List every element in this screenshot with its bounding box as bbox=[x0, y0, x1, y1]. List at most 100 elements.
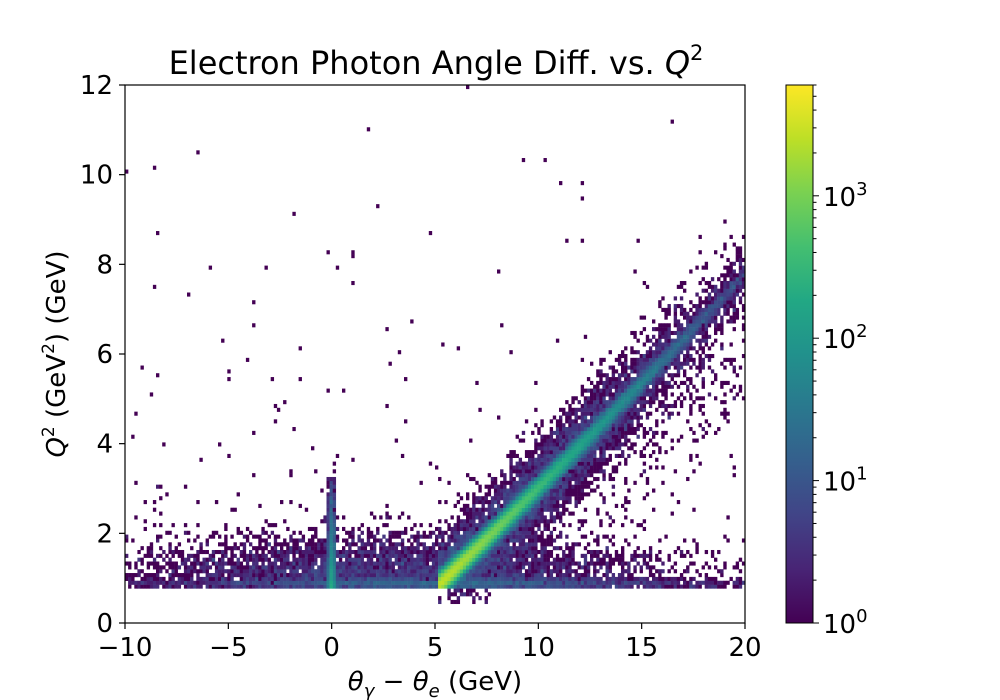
heatmap-cell bbox=[462, 561, 467, 566]
heatmap-cell bbox=[710, 307, 715, 312]
heatmap-cell bbox=[673, 346, 678, 351]
heatmap-cell bbox=[707, 307, 712, 312]
heatmap-cell bbox=[484, 546, 488, 551]
heatmap-cell bbox=[723, 380, 727, 385]
heatmap-cell bbox=[624, 434, 628, 439]
heatmap-cell bbox=[695, 327, 699, 332]
heatmap-cell bbox=[245, 561, 250, 566]
heatmap-cell bbox=[224, 561, 228, 566]
heatmap-cell bbox=[549, 580, 554, 585]
heatmap-cell bbox=[630, 400, 634, 405]
heatmap-cell bbox=[537, 573, 541, 578]
heatmap-cell bbox=[304, 576, 309, 581]
heatmap-cell bbox=[571, 461, 575, 466]
heatmap-cell bbox=[329, 523, 333, 528]
heatmap-cell bbox=[425, 584, 430, 589]
heatmap-cell bbox=[577, 488, 581, 493]
heatmap-cell bbox=[431, 557, 436, 562]
heatmap-cell bbox=[642, 434, 647, 439]
heatmap-cell bbox=[425, 565, 430, 570]
heatmap-cell bbox=[698, 311, 702, 316]
heatmap-cell bbox=[469, 557, 473, 562]
heatmap-cell bbox=[149, 576, 154, 581]
heatmap-cell bbox=[565, 573, 569, 578]
heatmap-cell bbox=[301, 580, 306, 585]
heatmap-cell bbox=[568, 442, 572, 447]
heatmap-cell bbox=[627, 365, 631, 370]
heatmap-cell bbox=[193, 569, 197, 574]
heatmap-cell bbox=[583, 553, 588, 558]
heatmap-cell bbox=[574, 484, 578, 489]
heatmap-cell bbox=[351, 573, 355, 578]
heatmap-cell bbox=[466, 588, 470, 593]
heatmap-cell bbox=[577, 461, 581, 466]
heatmap-cell bbox=[565, 469, 569, 474]
heatmap-cell bbox=[249, 576, 253, 581]
heatmap-cell bbox=[655, 569, 659, 574]
heatmap-cell bbox=[583, 400, 588, 405]
heatmap-cell bbox=[571, 419, 575, 424]
heatmap-cell bbox=[236, 526, 240, 532]
heatmap-cell bbox=[487, 557, 492, 562]
heatmap-cell bbox=[531, 569, 535, 574]
heatmap-cell bbox=[404, 549, 408, 555]
heatmap-cell bbox=[621, 453, 625, 458]
heatmap-cell bbox=[562, 565, 566, 570]
heatmap-cell bbox=[676, 330, 681, 336]
heatmap-cell bbox=[211, 573, 216, 578]
heatmap-cell bbox=[531, 480, 535, 485]
heatmap-cell bbox=[562, 423, 566, 428]
heatmap-cell bbox=[242, 542, 247, 547]
heatmap-cell bbox=[286, 549, 290, 555]
heatmap-cell bbox=[714, 292, 718, 297]
heatmap-cell bbox=[512, 480, 516, 485]
heatmap-cell bbox=[574, 415, 578, 420]
heatmap-cell bbox=[664, 403, 668, 409]
heatmap-cell bbox=[422, 549, 426, 555]
heatmap-cell bbox=[528, 580, 532, 585]
x-tick-label: 20 bbox=[728, 633, 761, 663]
heatmap-cell bbox=[270, 549, 275, 555]
heatmap-cell bbox=[487, 519, 492, 524]
heatmap-cell bbox=[407, 584, 411, 589]
heatmap-cell bbox=[199, 580, 203, 585]
heatmap-cell bbox=[295, 573, 299, 578]
heatmap-cell bbox=[400, 573, 405, 578]
heatmap-cell bbox=[645, 361, 650, 366]
heatmap-cell bbox=[524, 519, 529, 524]
heatmap-cell bbox=[562, 461, 566, 466]
x-axis-ticks: −10 −5 0 5 10 15 20 bbox=[98, 623, 762, 663]
heatmap-cell bbox=[717, 292, 721, 297]
heatmap-cell bbox=[741, 338, 745, 343]
heatmap-cell bbox=[509, 553, 513, 558]
heatmap-cell bbox=[345, 569, 349, 574]
heatmap-cell bbox=[645, 357, 650, 362]
heatmap-cell bbox=[354, 576, 358, 581]
heatmap-cell bbox=[732, 277, 736, 282]
heatmap-cell bbox=[466, 573, 470, 578]
heatmap-cell bbox=[391, 546, 395, 551]
heatmap-cell bbox=[174, 584, 178, 589]
heatmap-cell bbox=[295, 569, 299, 574]
heatmap-cell bbox=[214, 569, 219, 574]
heatmap-cell bbox=[565, 411, 569, 416]
heatmap-cell bbox=[621, 407, 625, 412]
heatmap-cell bbox=[329, 480, 333, 485]
heatmap-cell bbox=[438, 584, 442, 589]
heatmap-cell bbox=[540, 488, 544, 493]
heatmap-cell bbox=[385, 569, 389, 574]
heatmap-cell bbox=[515, 538, 519, 543]
heatmap-cell bbox=[298, 538, 302, 543]
heatmap-cell bbox=[276, 549, 281, 555]
heatmap-cell bbox=[717, 304, 721, 309]
heatmap-cell bbox=[134, 480, 138, 485]
heatmap-cell bbox=[645, 480, 650, 485]
heatmap-cell bbox=[500, 576, 504, 581]
heatmap-cell bbox=[515, 569, 519, 574]
heatmap-cell bbox=[633, 400, 637, 405]
heatmap-cell bbox=[326, 526, 330, 532]
heatmap-cell bbox=[162, 549, 166, 555]
heatmap-cell bbox=[422, 557, 426, 562]
heatmap-cell bbox=[642, 446, 647, 451]
heatmap-cell bbox=[500, 538, 504, 543]
